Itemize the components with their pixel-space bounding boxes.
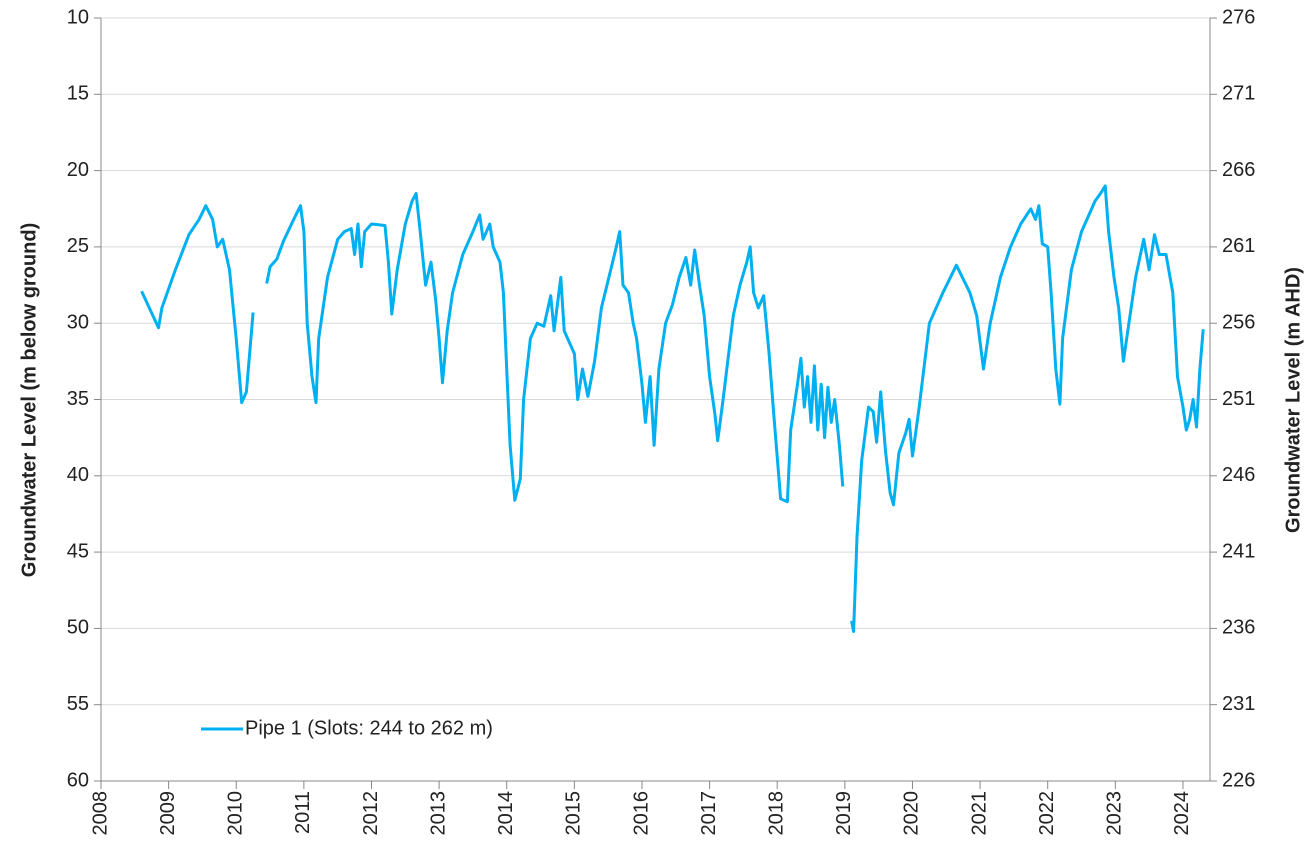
x-tick-label: 2023 bbox=[1104, 791, 1126, 836]
x-tick-label: 2018 bbox=[766, 791, 788, 836]
y-tick-label: 55 bbox=[67, 693, 89, 715]
x-tick-label: 2010 bbox=[225, 791, 247, 836]
x-tick-label: 2022 bbox=[1036, 791, 1058, 836]
x-tick-label: 2011 bbox=[292, 791, 314, 834]
y-tick-label: 30 bbox=[67, 311, 89, 333]
x-tick-label: 2008 bbox=[89, 791, 111, 836]
y2-tick-label: 231 bbox=[1222, 693, 1255, 715]
y2-tick-label: 251 bbox=[1222, 388, 1255, 410]
x-tick-label: 2017 bbox=[698, 791, 720, 836]
x-tick-label: 2024 bbox=[1171, 791, 1193, 836]
x-tick-label: 2015 bbox=[563, 791, 585, 836]
x-tick-label: 2020 bbox=[901, 791, 923, 836]
y-tick-label: 45 bbox=[67, 540, 89, 562]
x-tick-label: 2019 bbox=[833, 791, 855, 836]
x-tick-label: 2012 bbox=[360, 791, 382, 836]
y2-tick-label: 226 bbox=[1222, 769, 1255, 791]
y2-tick-label: 241 bbox=[1222, 540, 1255, 562]
y-tick-label: 40 bbox=[67, 464, 89, 486]
y2-tick-label: 276 bbox=[1222, 6, 1255, 28]
data-line bbox=[140, 184, 1205, 633]
y2-tick-label: 256 bbox=[1222, 311, 1255, 333]
y-axis-title: Groundwater Level (m below ground) bbox=[18, 223, 40, 577]
legend-label: Pipe 1 (Slots: 244 to 262 m) bbox=[245, 717, 493, 739]
y2-tick-label: 271 bbox=[1222, 83, 1255, 105]
x-tick-label: 2009 bbox=[157, 791, 179, 836]
x-tick-label: 2013 bbox=[427, 791, 449, 836]
y-tick-label: 25 bbox=[67, 235, 89, 257]
x-tick-label: 2014 bbox=[495, 791, 517, 836]
y-tick-label: 35 bbox=[67, 388, 89, 410]
y-tick-label: 60 bbox=[67, 769, 89, 791]
y2-tick-label: 266 bbox=[1222, 159, 1255, 181]
y-tick-label: 50 bbox=[67, 617, 89, 639]
y2-tick-label: 236 bbox=[1222, 617, 1255, 639]
y2-tick-label: 261 bbox=[1222, 235, 1255, 257]
y2-axis-title: Groundwater Level (m AHD) bbox=[1282, 267, 1304, 533]
y2-tick-label: 246 bbox=[1222, 464, 1255, 486]
y-tick-label: 20 bbox=[67, 159, 89, 181]
x-tick-label: 2016 bbox=[630, 791, 652, 836]
y-tick-label: 15 bbox=[67, 83, 89, 105]
x-tick-label: 2021 bbox=[968, 791, 990, 836]
y-tick-label: 10 bbox=[67, 6, 89, 28]
